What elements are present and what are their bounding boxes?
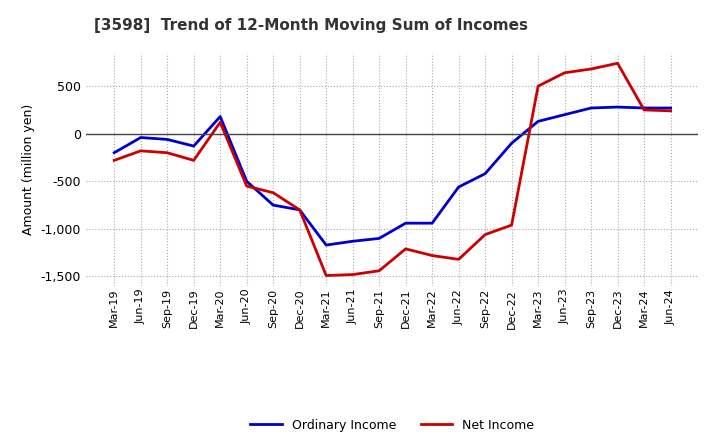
Net Income [110,158,119,163]
Net Income [322,273,330,278]
Line: Net Income: Net Income [114,63,670,275]
Ordinary Income [454,184,463,190]
Net Income [454,257,463,262]
Ordinary Income [163,137,171,142]
Net Income [216,120,225,125]
Ordinary Income [640,105,649,110]
Y-axis label: Amount (million yen): Amount (million yen) [22,104,35,235]
Net Income [401,246,410,252]
Net Income [295,207,304,213]
Net Income [269,190,277,195]
Net Income [534,84,542,89]
Ordinary Income [613,104,622,110]
Net Income [428,253,436,258]
Net Income [560,70,569,75]
Ordinary Income [534,119,542,124]
Ordinary Income [322,242,330,248]
Ordinary Income [243,179,251,184]
Ordinary Income [587,105,595,110]
Legend: Ordinary Income, Net Income: Ordinary Income, Net Income [246,414,539,436]
Net Income [163,150,171,155]
Ordinary Income [666,105,675,110]
Net Income [666,108,675,114]
Ordinary Income [401,220,410,226]
Net Income [189,158,198,163]
Net Income [613,61,622,66]
Net Income [640,107,649,113]
Line: Ordinary Income: Ordinary Income [114,107,670,245]
Text: [3598]  Trend of 12-Month Moving Sum of Incomes: [3598] Trend of 12-Month Moving Sum of I… [94,18,528,33]
Ordinary Income [428,220,436,226]
Ordinary Income [508,141,516,146]
Net Income [348,272,357,277]
Ordinary Income [136,135,145,140]
Ordinary Income [189,143,198,149]
Net Income [136,148,145,154]
Net Income [481,232,490,237]
Net Income [508,223,516,228]
Ordinary Income [110,150,119,155]
Ordinary Income [348,238,357,244]
Net Income [243,183,251,189]
Ordinary Income [375,236,384,241]
Net Income [375,268,384,273]
Net Income [587,66,595,72]
Ordinary Income [560,112,569,117]
Ordinary Income [295,207,304,213]
Ordinary Income [481,171,490,176]
Ordinary Income [216,114,225,119]
Ordinary Income [269,202,277,208]
